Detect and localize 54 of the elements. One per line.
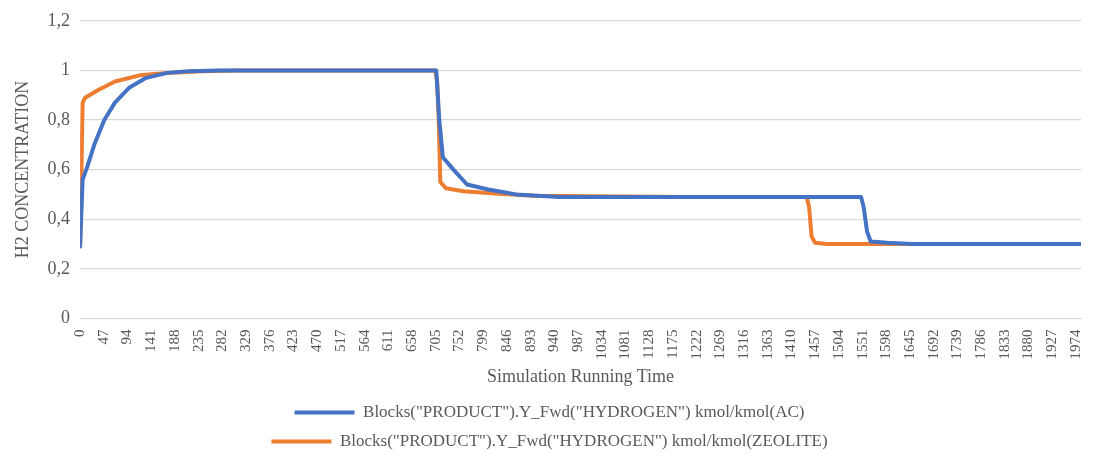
x-tick-label: 1504 [829,328,846,360]
y-tick-label: 0,2 [47,257,71,278]
y-tick-label: 0 [61,307,71,328]
x-tick-label: 0 [71,329,88,337]
y-tick-label: 0,4 [47,207,71,228]
x-tick-label: 799 [474,329,491,352]
x-tick-label: 282 [213,329,230,352]
x-tick-label: 658 [402,329,419,352]
x-tick-label: 1927 [1043,328,1060,360]
x-tick-label: 752 [450,329,467,352]
x-tick-label: 1175 [663,329,680,359]
x-tick-label: 141 [142,329,159,352]
x-tick-label: 846 [497,328,514,352]
x-tick-label: 329 [237,329,254,352]
x-tick-label: 1316 [734,328,751,360]
x-tick-label: 94 [118,328,135,345]
x-tick-label: 1457 [806,328,823,360]
y-axis-title: H2 CONCENTRATION [11,80,32,259]
y-tick-label: 1,2 [47,9,71,30]
y-tick-label: 0,6 [47,158,71,179]
x-tick-label: 611 [379,329,396,352]
x-axis-title: Simulation Running Time [487,365,675,386]
x-tick-label: 1034 [592,328,609,360]
x-tick-label: 517 [331,328,348,352]
x-tick-label: 987 [568,328,585,352]
x-tick-label: 705 [426,329,443,352]
x-tick-label: 1363 [758,329,775,360]
x-tick-label: 188 [165,329,182,352]
x-tick-label: 1410 [782,329,799,360]
x-tick-label: 1974 [1066,328,1083,360]
x-tick-label: 1269 [711,329,728,360]
y-tick-label: 1 [61,59,71,80]
legend-label: Blocks("PRODUCT").Y_Fwd("HYDROGEN") kmol/kmol(ZEOLITE) [339,430,828,450]
x-tick-label: 423 [284,329,301,352]
x-tick-label: 1645 [900,329,917,360]
y-tick-label: 0,8 [47,108,71,129]
x-tick-label: 1222 [687,329,704,360]
x-tick-label: 564 [355,328,372,352]
x-tick-label: 1739 [948,329,965,360]
x-tick-label: 376 [260,328,277,352]
x-tick-label: 1692 [924,329,941,360]
x-tick-label: 47 [94,328,111,345]
x-tick-label: 1081 [616,329,633,360]
x-tick-label: 1880 [1019,329,1036,360]
x-tick-label: 470 [308,329,325,352]
legend-label: Blocks("PRODUCT").Y_Fwd("HYDROGEN") kmol/kmol(AC) [363,401,805,421]
x-tick-label: 1551 [853,329,870,360]
x-tick-label: 1128 [640,329,657,359]
x-tick-label: 235 [189,329,206,352]
x-tick-label: 1833 [995,329,1012,360]
x-tick-label: 940 [545,329,562,352]
x-tick-label: 1786 [972,328,989,360]
x-tick-label: 1598 [877,329,894,360]
x-tick-label: 893 [521,329,538,352]
